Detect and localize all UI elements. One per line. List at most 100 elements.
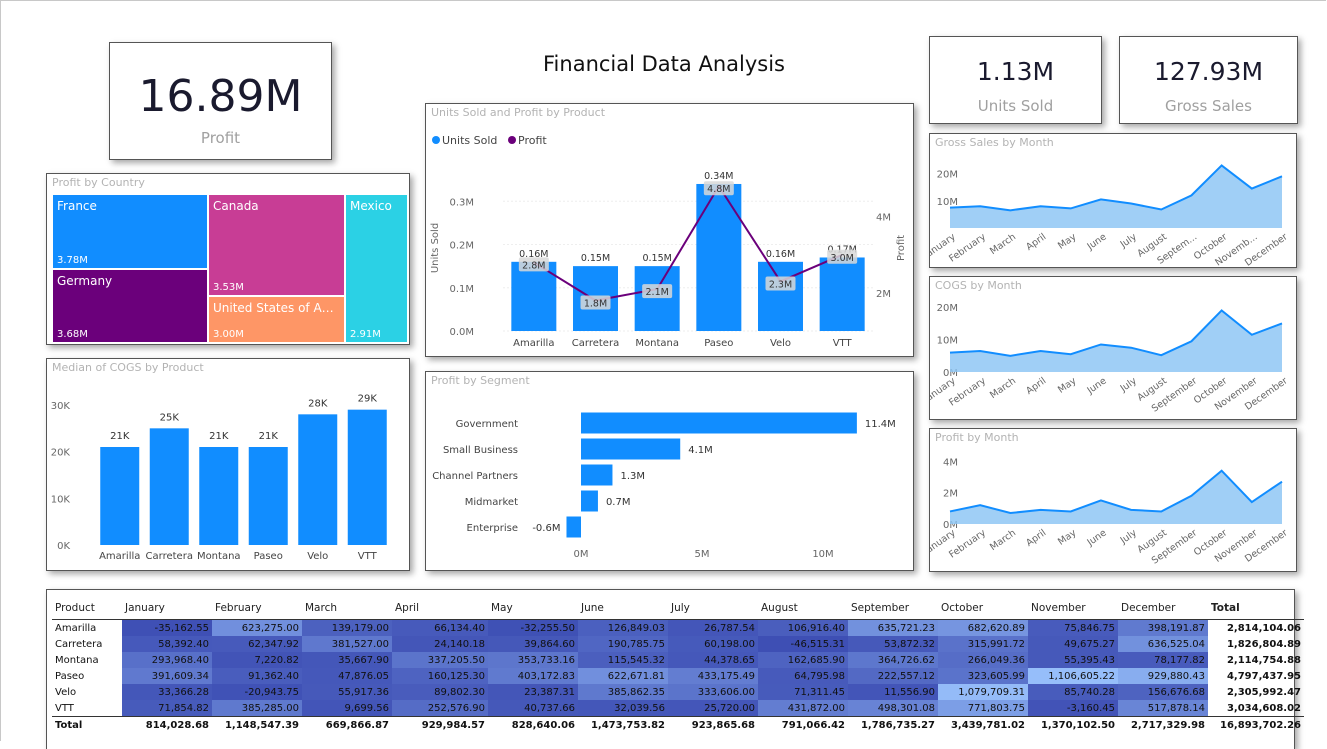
column-header[interactable]: March	[302, 597, 392, 620]
y-tick-label: 20M	[937, 303, 958, 314]
units-kpi-card[interactable]: 1.13M Units Sold	[929, 36, 1102, 124]
table-cell: -3,160.45	[1028, 700, 1118, 717]
bar-median-cogs	[298, 414, 338, 545]
table-row[interactable]: Amarilla -35,162.55 623,275.00 139,179.00 66…	[52, 619, 1304, 636]
table-row[interactable]: VTT 71,854.82 385,285.00 9,699.56 252,576.90…	[52, 700, 1304, 717]
table-cell: 53,872.32	[848, 636, 938, 652]
column-header[interactable]: November	[1028, 597, 1118, 620]
total-cell: 2,717,329.98	[1118, 716, 1208, 733]
table-cell: -46,515.31	[758, 636, 848, 652]
profit-by-month-card[interactable]: Profit by Month 0M 2M 4M January February Mar…	[929, 428, 1297, 572]
table-cell: 126,849.03	[578, 619, 668, 636]
y-tick-label: 0.3M	[449, 197, 474, 208]
median-cogs-card[interactable]: Median of COGS by Product 0K 10K 20K 30K 21K…	[46, 358, 410, 571]
gross-by-month-card[interactable]: Gross Sales by Month 10M 20M January Februa…	[929, 133, 1297, 268]
x-tick-label: Amarilla	[99, 551, 140, 562]
table-cell: 115,545.32	[578, 652, 668, 668]
row-total: 4,797,437.95	[1226, 670, 1301, 682]
table-cell: 23,387.31	[488, 684, 578, 700]
table-cell: 266,049.36	[938, 652, 1028, 668]
matrix-header-row: Product January February March April May June J…	[52, 597, 1304, 620]
column-header[interactable]: September	[848, 597, 938, 620]
profit-kpi-value: 16.89M	[138, 71, 303, 122]
y2-tick-label: 4M	[876, 213, 891, 224]
table-cell: 24,140.18	[392, 636, 488, 652]
table-cell: 1,079,709.31	[938, 684, 1028, 700]
bar-segment	[581, 464, 613, 486]
table-cell: 71,854.82	[122, 700, 212, 717]
x-tick-label: 5M	[695, 549, 710, 560]
column-header[interactable]: October	[938, 597, 1028, 620]
bar-units	[696, 183, 742, 331]
x-tick-label: March	[988, 527, 1018, 553]
column-header[interactable]: May	[488, 597, 578, 620]
units-kpi-label: Units Sold	[977, 97, 1054, 115]
x-tick-label: March	[988, 375, 1018, 401]
table-cell: 58,392.40	[122, 636, 212, 652]
table-cell: 293,968.40	[122, 652, 212, 668]
column-header[interactable]: August	[758, 597, 848, 620]
treemap-tile-label: United States of Amer...	[213, 301, 343, 315]
treemap-tile-germany[interactable]: Germany 3.68M	[53, 270, 207, 342]
x-tick-label: June	[1085, 375, 1109, 397]
data-label-bg	[642, 284, 673, 299]
x-tick-label: April	[1024, 231, 1048, 252]
table-row[interactable]: Paseo 391,609.34 91,362.40 47,876.05 160,125…	[52, 668, 1304, 684]
table-cell: 636,525.04	[1118, 636, 1208, 652]
gross-by-month-title: Gross Sales by Month	[935, 136, 1054, 149]
table-cell: 35,667.90	[302, 652, 392, 668]
x-tick-label: March	[988, 231, 1018, 257]
table-row[interactable]: Montana 293,968.40 7,220.82 35,667.90 337,20…	[52, 652, 1304, 668]
data-label: 21K	[209, 431, 229, 442]
x-tick-label: May	[1056, 231, 1079, 251]
table-cell: 26,787.54	[668, 619, 758, 636]
column-header[interactable]: February	[212, 597, 302, 620]
treemap-tile-mexico[interactable]: Mexico 2.91M	[346, 195, 407, 342]
profit-by-segment-card[interactable]: Profit by Segment 0M 5M 10M Government 11.4M…	[425, 371, 914, 571]
data-label-profit: 3.0M	[831, 253, 854, 264]
bar-median-cogs	[347, 409, 387, 545]
table-cell: 49,675.27	[1028, 636, 1118, 652]
total-label: Total	[52, 716, 122, 733]
table-cell: 71,311.45	[758, 684, 848, 700]
profit-kpi-card[interactable]: 16.89M Profit	[109, 42, 332, 160]
column-header[interactable]: Product	[52, 597, 122, 620]
treemap-tile-united-states-of-amer[interactable]: United States of Amer... 3.00M	[209, 297, 344, 342]
x-tick-label: July	[1118, 231, 1139, 251]
y-tick-label: 20M	[937, 170, 958, 181]
bar-units	[511, 261, 557, 331]
table-cell: 433,175.49	[668, 668, 758, 684]
table-row[interactable]: Velo 33,366.28 -20,943.75 55,917.36 89,802.3…	[52, 684, 1304, 700]
x-tick-label: Montana	[197, 551, 241, 562]
treemap: France 3.78M Germany 3.68M Canada 3.53M United…	[53, 195, 407, 342]
table-cell: 64,795.98	[758, 668, 848, 684]
treemap-tile-france[interactable]: France 3.78M	[53, 195, 207, 268]
y-tick-label: 0.2M	[449, 241, 474, 252]
x-tick-label: VTT	[358, 551, 378, 562]
area-line	[949, 164, 1283, 212]
x-tick-label: VTT	[833, 338, 853, 349]
table-cell: 62,347.92	[212, 636, 302, 652]
column-header[interactable]: December	[1118, 597, 1208, 620]
column-header[interactable]: April	[392, 597, 488, 620]
column-header[interactable]: Total	[1208, 597, 1304, 620]
y-tick-label: 2M	[943, 489, 958, 500]
column-header[interactable]: January	[122, 597, 212, 620]
table-cell: 1,106,605.22	[1028, 668, 1118, 684]
cogs-by-month-card[interactable]: COGS by Month 0M 10M 20M January February Mar…	[929, 276, 1297, 420]
table-cell: 315,991.72	[938, 636, 1028, 652]
gross-kpi-card[interactable]: 127.93M Gross Sales	[1119, 36, 1298, 124]
total-row: Total 814,028.68 1,148,547.39 669,866.87 929…	[52, 716, 1304, 733]
table-cell: 85,740.28	[1028, 684, 1118, 700]
row-total: 2,114,754.88	[1226, 654, 1301, 666]
treemap-tile-canada[interactable]: Canada 3.53M	[209, 195, 344, 295]
units-profit-card[interactable]: Units Sold and Profit by Product Units S…	[425, 103, 914, 357]
table-row[interactable]: Carretera 58,392.40 62,347.92 381,527.00 24,…	[52, 636, 1304, 652]
row-header: Carretera	[55, 638, 103, 650]
data-label: 4.1M	[688, 445, 713, 456]
table-cell: -32,255.50	[488, 619, 578, 636]
column-header[interactable]: June	[578, 597, 668, 620]
column-header[interactable]: July	[668, 597, 758, 620]
profit-by-country-card[interactable]: Profit by Country France 3.78M Germany 3.68…	[46, 173, 410, 345]
bar-segment	[566, 516, 581, 538]
